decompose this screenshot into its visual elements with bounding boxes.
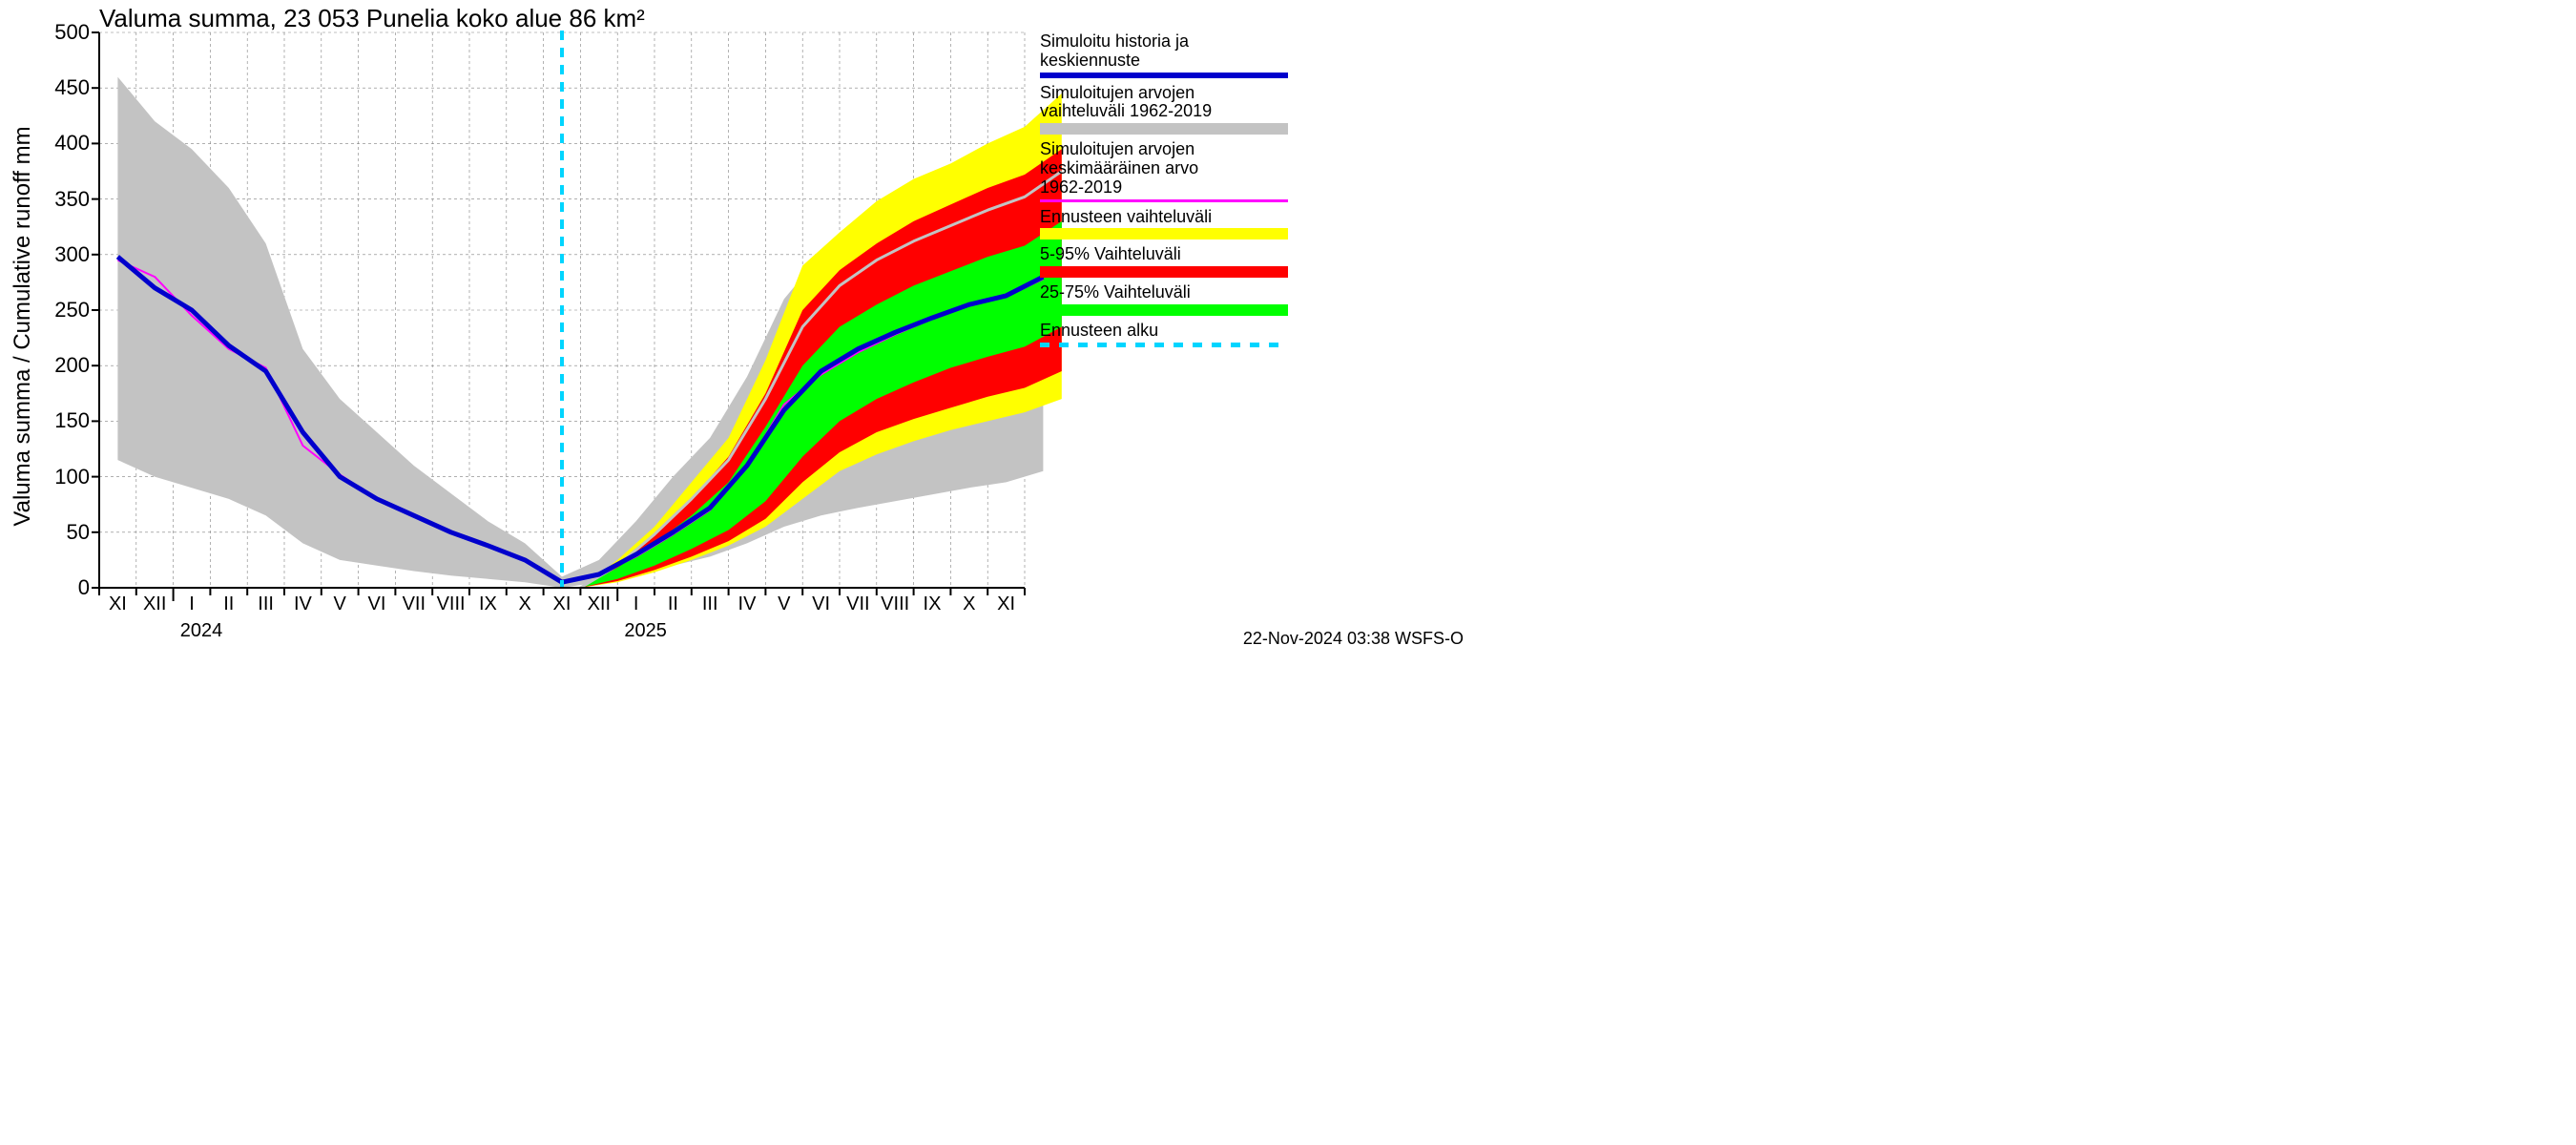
- x-tick-label: IV: [738, 593, 757, 615]
- x-tick-label: IV: [294, 593, 312, 615]
- legend: Simuloitu historia jakeskiennuste Simuloi…: [1040, 32, 1288, 353]
- x-tick-label: XII: [588, 593, 611, 615]
- chart-container: Valuma summa, 23 053 Punelia koko alue 8…: [0, 0, 1469, 653]
- y-tick-label: 300: [32, 242, 90, 267]
- legend-label: 5-95% Vaihteluväli: [1040, 245, 1288, 264]
- x-tick-label: I: [634, 593, 639, 615]
- legend-item: Simuloitu historia jakeskiennuste: [1040, 32, 1288, 78]
- legend-swatch: [1040, 343, 1288, 347]
- x-tick-label: VI: [368, 593, 386, 615]
- x-tick-label: XII: [143, 593, 166, 615]
- x-tick-label: VIII: [881, 593, 909, 615]
- y-tick-label: 450: [32, 75, 90, 100]
- plot-area: [99, 32, 1025, 588]
- y-tick-label: 500: [32, 20, 90, 45]
- x-tick-label: XI: [109, 593, 127, 615]
- footer-timestamp: 22-Nov-2024 03:38 WSFS-O: [1243, 629, 1464, 649]
- x-tick-label: VII: [846, 593, 869, 615]
- y-tick-label: 400: [32, 131, 90, 156]
- y-tick-label: 0: [32, 575, 90, 600]
- x-tick-label: XI: [553, 593, 571, 615]
- y-tick-label: 50: [32, 520, 90, 545]
- x-tick-label: X: [519, 593, 531, 615]
- legend-label: Simuloitu historia jakeskiennuste: [1040, 32, 1288, 71]
- x-tick-label: V: [334, 593, 346, 615]
- legend-swatch: [1040, 123, 1288, 135]
- y-tick-label: 350: [32, 187, 90, 212]
- x-tick-label: IX: [479, 593, 497, 615]
- legend-label: Ennusteen alku: [1040, 322, 1288, 341]
- x-tick-label: II: [668, 593, 678, 615]
- x-tick-label: I: [189, 593, 195, 615]
- x-tick-label: III: [258, 593, 274, 615]
- year-label: 2025: [624, 620, 667, 642]
- y-tick-label: 200: [32, 353, 90, 378]
- year-label: 2024: [180, 620, 223, 642]
- x-tick-label: VII: [403, 593, 426, 615]
- legend-label: Ennusteen vaihteluväli: [1040, 208, 1288, 227]
- y-tick-label: 100: [32, 465, 90, 489]
- legend-item: Simuloitujen arvojenvaihteluväli 1962-20…: [1040, 84, 1288, 135]
- x-tick-label: X: [963, 593, 975, 615]
- legend-swatch: [1040, 73, 1288, 78]
- x-tick-label: V: [778, 593, 790, 615]
- x-tick-label: VIII: [437, 593, 466, 615]
- legend-item: 5-95% Vaihteluväli: [1040, 245, 1288, 278]
- x-tick-label: XI: [997, 593, 1015, 615]
- legend-item: 25-75% Vaihteluväli: [1040, 283, 1288, 316]
- legend-swatch: [1040, 228, 1288, 239]
- y-tick-label: 150: [32, 408, 90, 433]
- legend-label: Simuloitujen arvojenkeskimääräinen arvo …: [1040, 140, 1288, 197]
- x-tick-label: VI: [812, 593, 830, 615]
- x-tick-label: IX: [924, 593, 942, 615]
- legend-item: Simuloitujen arvojenkeskimääräinen arvo …: [1040, 140, 1288, 201]
- y-tick-label: 250: [32, 298, 90, 323]
- legend-swatch: [1040, 266, 1288, 278]
- legend-label: 25-75% Vaihteluväli: [1040, 283, 1288, 302]
- legend-item: Ennusteen alku: [1040, 322, 1288, 347]
- x-tick-label: III: [702, 593, 718, 615]
- chart-title: Valuma summa, 23 053 Punelia koko alue 8…: [99, 4, 645, 33]
- legend-item: Ennusteen vaihteluväli: [1040, 208, 1288, 240]
- legend-swatch: [1040, 304, 1288, 316]
- legend-label: Simuloitujen arvojenvaihteluväli 1962-20…: [1040, 84, 1288, 122]
- legend-swatch: [1040, 199, 1288, 202]
- x-tick-label: II: [223, 593, 234, 615]
